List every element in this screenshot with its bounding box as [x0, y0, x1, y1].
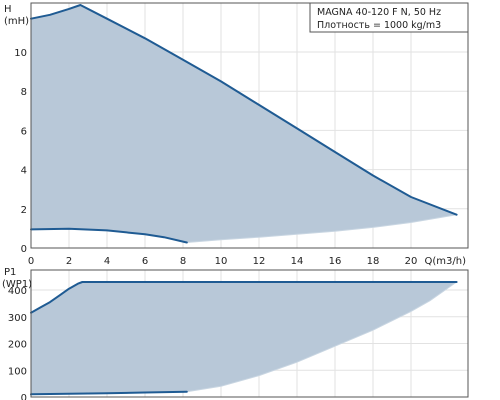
head-ytick-label-10: 10: [14, 48, 27, 59]
power-ytick-label-100: 100: [8, 366, 27, 377]
power-chart-frame: [30, 269, 469, 398]
legend-frame: [309, 2, 469, 33]
head-chart-area: [31, 5, 457, 243]
flow-xtick-label-10: 10: [215, 256, 228, 267]
flow-xtick-label-20: 20: [405, 256, 418, 267]
head-ytick-label-0: 0: [21, 244, 27, 255]
head-ylabel-line1: H: [4, 4, 12, 15]
power-ytick-label-300: 300: [8, 313, 27, 324]
legend-density: Плотность = 1000 kg/m3: [317, 20, 441, 31]
head-operating-area: [31, 5, 457, 243]
flow-xtick-label-0: 0: [28, 256, 34, 267]
power-operating-area: [31, 282, 457, 395]
flow-xtick-label-6: 6: [142, 256, 148, 267]
flow-xlabel: Q(m3/h): [425, 256, 467, 267]
head-max-curve-line: [30, 4, 458, 216]
power-ylabel-line1: P1: [4, 267, 16, 278]
head-ylabel-line2: (mH): [4, 16, 29, 27]
legend-pump-model: MAGNA 40-120 F N, 50 Hz: [317, 7, 441, 18]
head-min-curve-line: [30, 227, 188, 244]
power-chart-tick-labels: 0 100 200 300 400: [8, 286, 27, 400]
flow-xtick-label-8: 8: [180, 256, 186, 267]
power-ylabel-line2: (WP1): [2, 279, 32, 290]
head-chart-frame: [30, 2, 469, 249]
head-min-envelope-line: [186, 214, 457, 243]
head-ytick-label-2: 2: [21, 205, 27, 216]
power-chart-curves: [30, 281, 458, 396]
power-ytick-label-200: 200: [8, 340, 27, 351]
power-ytick-label-400: 400: [8, 286, 27, 297]
power-chart: 0 100 200 300 400 P1 (WP1): [2, 267, 469, 400]
power-max-curve-line: [30, 281, 458, 314]
power-chart-area: [31, 282, 457, 395]
power-min-envelope-line: [186, 281, 457, 393]
flow-xtick-label-2: 2: [66, 256, 72, 267]
head-chart-tick-labels: 0 2 4 6 8 10 0 2 4 6 8 10 12 14 16 18 20: [14, 48, 417, 267]
flow-xtick-label-16: 16: [329, 256, 342, 267]
flow-xtick-label-4: 4: [104, 256, 110, 267]
head-ytick-label-8: 8: [21, 87, 27, 98]
flow-xtick-label-18: 18: [367, 256, 380, 267]
flow-xtick-label-12: 12: [253, 256, 266, 267]
legend-box: MAGNA 40-120 F N, 50 Hz Плотность = 1000…: [309, 2, 469, 33]
power-min-curve-line: [30, 390, 188, 396]
flow-xtick-label-14: 14: [291, 256, 304, 267]
head-ytick-label-4: 4: [21, 166, 27, 177]
head-ytick-label-6: 6: [21, 126, 27, 137]
power-ytick-label-0: 0: [21, 393, 27, 400]
head-chart-curves: [30, 4, 458, 244]
